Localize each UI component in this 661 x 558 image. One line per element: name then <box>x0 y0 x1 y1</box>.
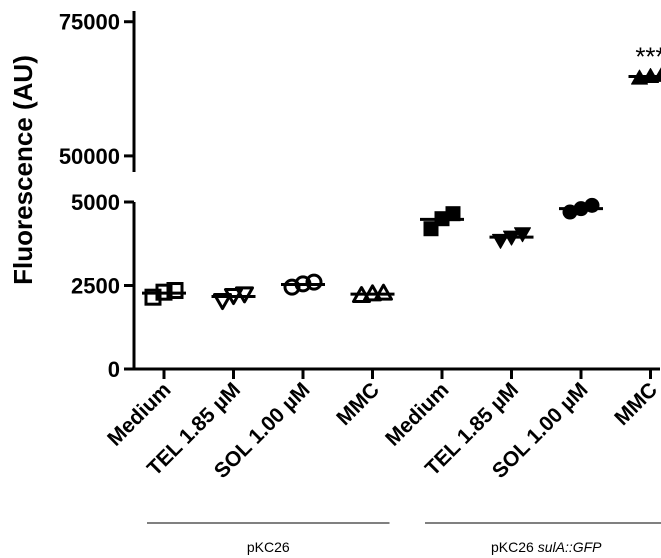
x-category-label: MMC <box>332 378 384 430</box>
x-category-label: Medium <box>103 378 175 450</box>
data-point <box>144 288 162 306</box>
significance-annotation: *** <box>635 41 661 71</box>
data-point <box>213 293 232 311</box>
data-point <box>374 283 393 301</box>
data-point <box>514 227 531 243</box>
data-markers: *** <box>142 41 661 311</box>
y-tick-label: 50000 <box>59 144 120 169</box>
x-axis <box>134 367 660 379</box>
y-axis: 0 2500 5000 50000 75000 <box>59 10 136 382</box>
group-label-italic-text: sulA::GFP <box>538 539 602 555</box>
group-labels: pKC26 pKC26 sulA::GFP <box>147 522 661 555</box>
group-label-text: pKC26 <box>247 539 290 555</box>
group-label: pKC26 sulA::GFP <box>491 539 602 555</box>
y-axis-label: Fluorescence (AU) <box>8 55 38 285</box>
data-point <box>653 67 661 82</box>
y-tick-label: 2500 <box>71 274 120 299</box>
data-point <box>166 282 184 300</box>
y-tick-label: 75000 <box>59 10 120 35</box>
y-tick-label: 0 <box>108 357 120 382</box>
x-category-label: MMC <box>610 378 661 430</box>
x-category-label: Medium <box>381 378 453 450</box>
data-point <box>235 286 254 304</box>
group-label-text: pKC26 <box>491 539 538 555</box>
data-point <box>283 278 301 296</box>
data-point <box>305 273 323 291</box>
group-label: pKC26 <box>247 539 290 555</box>
y-tick-label: 5000 <box>71 190 120 215</box>
data-point <box>584 197 600 213</box>
